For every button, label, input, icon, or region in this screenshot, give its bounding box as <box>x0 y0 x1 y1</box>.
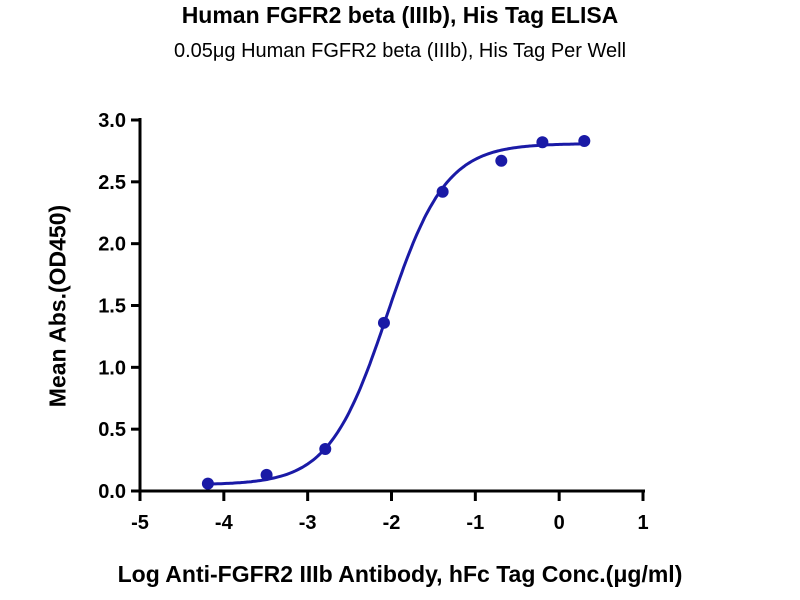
data-point <box>377 316 390 329</box>
y-tick-label: 0.5 <box>98 419 126 441</box>
data-point <box>436 185 449 198</box>
y-tick-label: 3.0 <box>98 110 126 132</box>
data-point <box>319 442 332 455</box>
fit-curve <box>207 142 585 486</box>
x-tick-label: -1 <box>466 512 484 534</box>
data-point <box>495 154 508 167</box>
x-tick-label: -5 <box>131 512 149 534</box>
y-tick-label: 1.5 <box>98 296 126 318</box>
x-tick-label: -4 <box>215 512 234 534</box>
x-tick-label: 0 <box>554 512 565 534</box>
data-point <box>260 468 273 481</box>
x-tick-label: 1 <box>637 512 648 534</box>
x-axis-label: Log Anti-FGFR2 IIIb Antibody, hFc Tag Co… <box>117 561 683 587</box>
data-point <box>536 136 549 149</box>
data-point <box>201 477 214 490</box>
chart-subtitle: 0.05μg Human FGFR2 beta (IIIb), His Tag … <box>173 40 627 62</box>
y-tick-label: 2.0 <box>98 234 126 256</box>
data-point <box>578 135 591 148</box>
chart-title: Human FGFR2 beta (IIIb), His Tag ELISA <box>181 2 619 28</box>
x-tick-label: -3 <box>299 512 317 534</box>
y-tick-label: 1.0 <box>98 357 126 379</box>
y-tick-label: 0.0 <box>98 481 126 503</box>
x-tick-label: -2 <box>383 512 401 534</box>
y-tick-label: 2.5 <box>98 172 126 194</box>
